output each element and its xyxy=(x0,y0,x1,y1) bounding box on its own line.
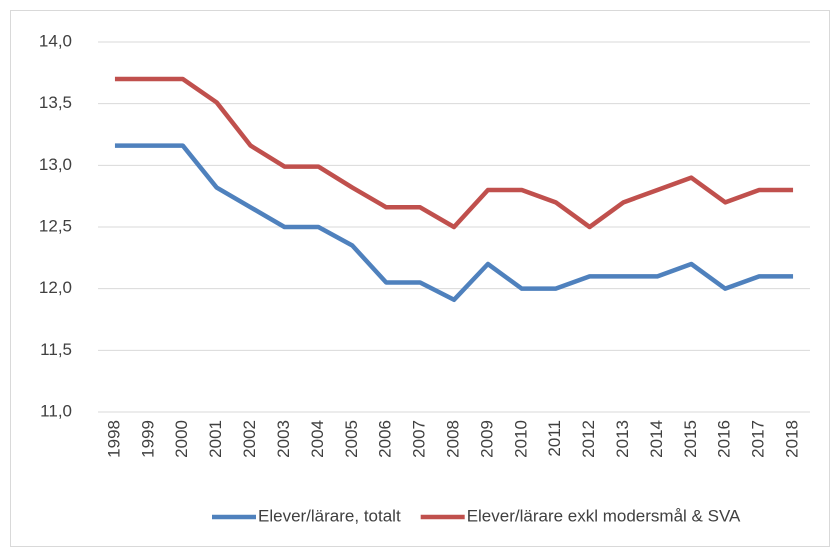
legend-label: Elever/lärare, totalt xyxy=(258,506,401,525)
x-tick-label: 2014 xyxy=(647,420,666,458)
x-tick-label: 2011 xyxy=(545,420,564,457)
x-tick-label: 2000 xyxy=(172,420,191,458)
x-tick-label: 2015 xyxy=(681,420,700,458)
x-tick-label: 2007 xyxy=(410,420,429,458)
legend-label: Elever/lärare exkl modersmål & SVA xyxy=(467,506,741,525)
x-tick-label: 2017 xyxy=(749,420,768,458)
x-tick-label: 2003 xyxy=(274,420,293,458)
x-tick-label: 2002 xyxy=(240,420,259,458)
x-tick-label: 2001 xyxy=(206,420,225,458)
y-tick-label: 11,5 xyxy=(40,340,72,359)
y-tick-label: 14,0 xyxy=(39,31,72,50)
y-tick-label: 11,0 xyxy=(40,401,72,420)
x-tick-label: 2013 xyxy=(613,420,632,458)
x-tick-label: 2005 xyxy=(342,420,361,458)
y-tick-label: 13,5 xyxy=(39,93,72,112)
x-tick-label: 2004 xyxy=(308,420,327,458)
x-tick-label: 1999 xyxy=(138,420,157,458)
x-tick-label: 2018 xyxy=(783,420,802,458)
x-tick-label: 1998 xyxy=(104,420,123,458)
x-tick-label: 2006 xyxy=(376,420,395,458)
y-tick-label: 12,5 xyxy=(39,216,72,235)
x-tick-label: 2008 xyxy=(443,420,462,458)
x-tick-label: 2010 xyxy=(511,420,530,458)
x-tick-label: 2012 xyxy=(579,420,598,458)
y-tick-label: 13,0 xyxy=(39,155,72,174)
y-tick-label: 12,0 xyxy=(39,278,72,297)
line-series xyxy=(114,76,794,230)
line-series xyxy=(114,143,794,303)
chart-frame xyxy=(10,10,830,547)
x-tick-label: 2016 xyxy=(715,420,734,458)
x-tick-label: 2009 xyxy=(477,420,496,458)
